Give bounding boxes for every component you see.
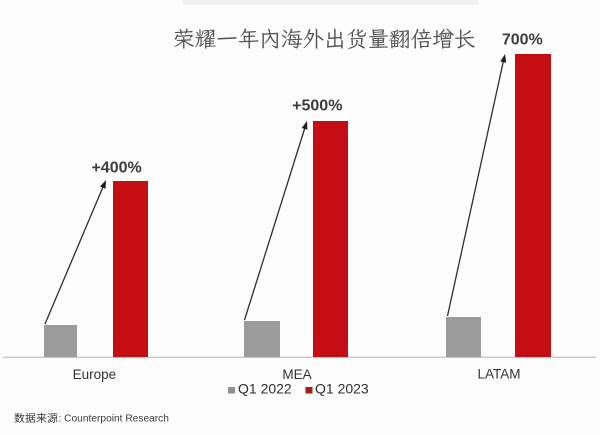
svg-text:+500%: +500% — [292, 98, 342, 115]
svg-text:Q1 2023: Q1 2023 — [315, 380, 369, 396]
svg-text:Q1 2022: Q1 2022 — [238, 380, 292, 396]
svg-text:LATAM: LATAM — [477, 367, 520, 382]
svg-text:MEA: MEA — [282, 367, 311, 382]
svg-text:700%: 700% — [502, 32, 543, 49]
svg-text:+400%: +400% — [91, 160, 141, 177]
svg-text:: Counterpoint Research: : Counterpoint Research — [59, 413, 169, 424]
svg-text:Europe: Europe — [73, 367, 117, 382]
